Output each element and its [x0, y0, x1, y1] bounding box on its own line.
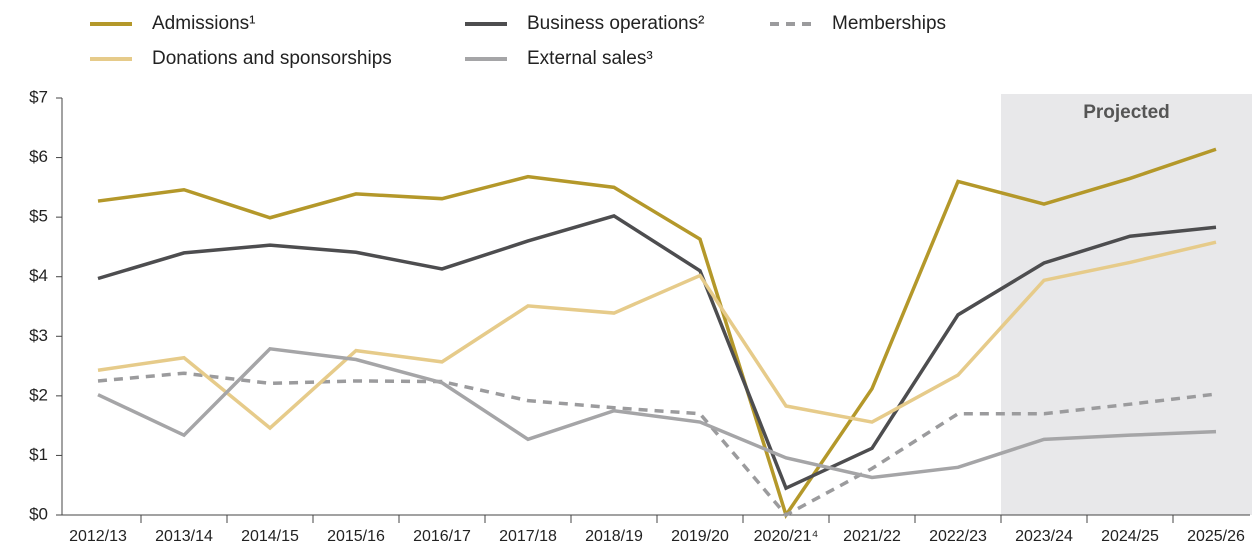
x-tick-label: 2025/26 [1187, 528, 1245, 545]
legend-label: Memberships [832, 13, 946, 34]
x-tick-label: 2021/22 [843, 528, 901, 545]
x-tick-label: 2022/23 [929, 528, 987, 545]
series-line [97, 147, 1217, 519]
x-tick-label: 2018/19 [585, 528, 643, 545]
series-line [97, 346, 1217, 480]
legend-label: Donations and sponsorships [152, 48, 392, 69]
legend-label: Business operations² [527, 13, 704, 34]
legend-label: Admissions¹ [152, 13, 255, 34]
y-tick-label: $5 [29, 207, 48, 226]
y-tick-label: $4 [29, 266, 48, 285]
y-tick-label: $6 [29, 147, 48, 166]
x-tick-label: 2012/13 [69, 528, 127, 545]
x-tick-label: 2013/14 [155, 528, 213, 545]
series-line [97, 240, 1217, 431]
x-tick-label: 2016/17 [413, 528, 471, 545]
y-tick-label: $1 [29, 445, 48, 464]
x-tick-label: 2019/20 [671, 528, 729, 545]
projected-region [1001, 94, 1252, 515]
legend-label: External sales³ [527, 48, 653, 69]
y-tick-label: $3 [29, 326, 48, 345]
x-tick-label: 2015/16 [327, 528, 385, 545]
x-tick-label: 2020/21⁴ [754, 528, 819, 545]
x-tick-label: 2014/15 [241, 528, 299, 545]
y-tick-label: $2 [29, 385, 48, 404]
annotation: Projected [1083, 102, 1170, 123]
y-tick-label: $7 [29, 87, 48, 106]
y-tick-label: $0 [29, 504, 48, 523]
x-tick-label: 2023/24 [1015, 528, 1073, 545]
x-tick-label: 2017/18 [499, 528, 557, 545]
series-line [97, 214, 1217, 491]
series-line [97, 371, 1217, 518]
x-tick-label: 2024/25 [1101, 528, 1159, 545]
